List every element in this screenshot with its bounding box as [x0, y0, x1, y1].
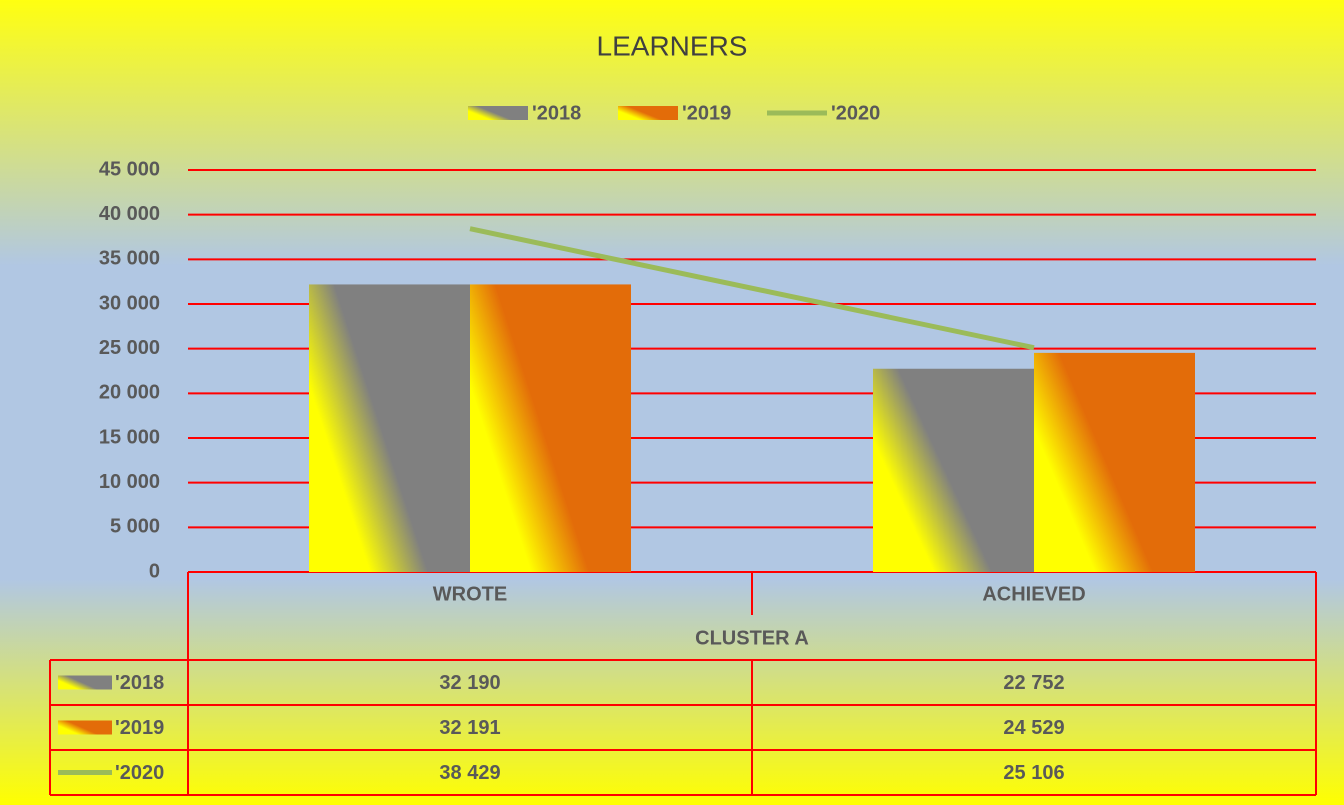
bar	[1034, 352, 1195, 572]
chart-title: LEARNERS	[597, 30, 748, 61]
y-tick-label: 35 000	[99, 248, 160, 270]
table-series-name: '2019	[115, 717, 164, 739]
table-series-name: '2020	[115, 762, 164, 784]
legend-label: '2018	[532, 102, 581, 124]
bar	[470, 284, 631, 572]
legend-swatch	[58, 720, 112, 735]
table-value: 24 529	[1003, 717, 1064, 739]
table-series-name: '2018	[115, 672, 164, 694]
y-tick-label: 40 000	[99, 203, 160, 225]
bar	[873, 368, 1034, 572]
table-value: 32 191	[439, 717, 500, 739]
table-value: 22 752	[1003, 672, 1064, 694]
legend-label: '2020	[831, 102, 880, 124]
table-value: 25 106	[1003, 762, 1064, 784]
legend-swatch	[618, 106, 678, 120]
y-tick-label: 10 000	[99, 471, 160, 493]
y-tick-label: 20 000	[99, 382, 160, 404]
table-value: 38 429	[439, 762, 500, 784]
table-value: 32 190	[439, 672, 500, 694]
x-tick-label: WROTE	[433, 583, 507, 605]
legend-swatch	[468, 106, 528, 120]
y-tick-label: 5 000	[110, 516, 160, 538]
y-tick-label: 15 000	[99, 426, 160, 448]
y-tick-label: 0	[149, 560, 160, 582]
line	[469, 226, 1035, 351]
group-label: CLUSTER A	[695, 627, 809, 649]
bar	[309, 284, 470, 572]
y-tick-label: 45 000	[99, 158, 160, 180]
legend-swatch	[58, 675, 112, 690]
y-tick-label: 30 000	[99, 292, 160, 314]
y-tick-label: 25 000	[99, 337, 160, 359]
legend-label: '2019	[682, 102, 731, 124]
x-tick-label: ACHIEVED	[982, 583, 1085, 605]
